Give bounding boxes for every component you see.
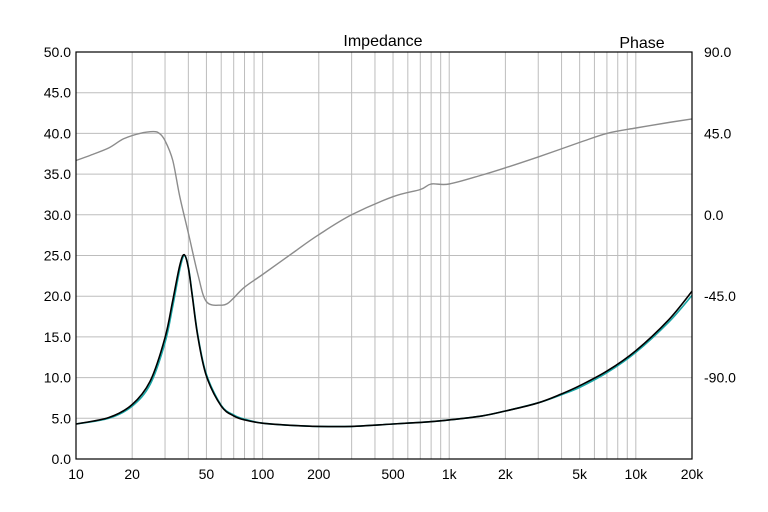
y2-tick-label: -45.0 <box>704 288 736 304</box>
y2-tick-label: 45.0 <box>704 125 731 141</box>
impedance-black-line <box>75 253 693 428</box>
phase-line <box>75 118 693 306</box>
x-tick-label: 50 <box>199 466 215 482</box>
y-tick-label: 30.0 <box>44 207 71 223</box>
y-tick-label: 25.0 <box>44 248 71 264</box>
x-tick-label: 200 <box>307 466 331 482</box>
y2-tick-label: -90.0 <box>704 370 736 386</box>
y-tick-label: 40.0 <box>44 125 71 141</box>
x-tick-label: 1k <box>442 466 458 482</box>
chart-title: Impedance <box>343 33 422 50</box>
x-tick-label: 20 <box>124 466 140 482</box>
y-tick-label: 50.0 <box>44 44 71 60</box>
y-tick-label: 45.0 <box>44 85 71 101</box>
x-tick-label: 500 <box>381 466 405 482</box>
y2-tick-label: 90.0 <box>704 44 731 60</box>
x-tick-label: 10k <box>625 466 649 482</box>
y-tick-label: 15.0 <box>44 329 71 345</box>
tick-labels: 10 20 50 100 200 500 1k 2k 5k 10k 20k 0.0 5.0 10.0 15.… <box>44 44 736 482</box>
y2-tick-label: 0.0 <box>704 207 724 223</box>
y-tick-label: 35.0 <box>44 166 71 182</box>
x-tick-label: 2k <box>498 466 514 482</box>
y-tick-label: 20.0 <box>44 288 71 304</box>
y-tick-label: 10.0 <box>44 370 71 386</box>
y-tick-label: 0.0 <box>52 451 72 467</box>
y-tick-label: 5.0 <box>52 410 72 426</box>
x-tick-label: 5k <box>572 466 588 482</box>
phase-axis-title: Phase <box>619 35 664 52</box>
grid-lines <box>75 51 693 460</box>
plot-frame <box>75 51 693 460</box>
series-layer <box>75 118 693 428</box>
x-tick-label: 100 <box>251 466 275 482</box>
x-tick-label: 10 <box>68 466 84 482</box>
x-tick-label: 20k <box>681 466 705 482</box>
